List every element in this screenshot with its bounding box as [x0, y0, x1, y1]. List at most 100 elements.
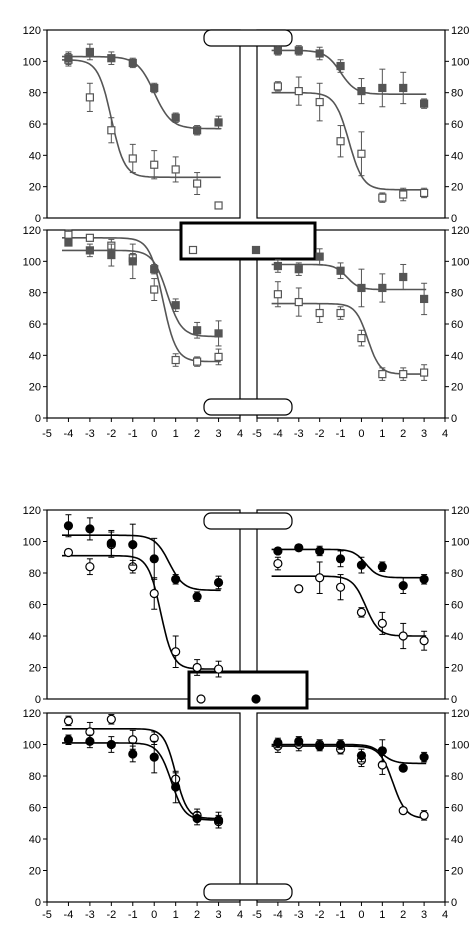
data-point-day2: [294, 297, 303, 307]
data-point-day11: [336, 61, 345, 71]
data-point-day2: [336, 137, 345, 146]
y-tick-label-left: 100: [23, 537, 41, 549]
y-tick-label-right: 20: [451, 663, 463, 675]
y-tick-label-left: 100: [23, 256, 41, 268]
data-point-day2: [399, 190, 408, 199]
y-tick-label-right: 60: [451, 319, 463, 331]
x-tick-label: 3: [215, 909, 221, 921]
data-point-day2: [273, 290, 282, 299]
fit-curve-day2: [62, 554, 221, 670]
x-tick-label: -3: [85, 909, 95, 921]
data-point-day2: [294, 584, 304, 594]
data-point-day2: [171, 355, 180, 365]
x-tick-label: -3: [85, 428, 95, 440]
data-point-day2: [294, 86, 303, 96]
data-point-day11: [315, 546, 325, 556]
x-tick-label: -2: [106, 909, 116, 921]
data-point-day11: [294, 46, 303, 55]
y-tick-label-left: 100: [23, 56, 41, 68]
data-point-day2: [171, 647, 181, 657]
x-tick-label: -1: [336, 428, 346, 440]
x-tick-label: 2: [194, 428, 200, 440]
data-point-day2: [213, 664, 224, 674]
data-point-day11: [193, 326, 202, 335]
data-point-day11: [294, 265, 303, 274]
y-tick-label-right: 120: [451, 708, 469, 720]
x-tick-label: 2: [194, 909, 200, 921]
x-tick-label: 3: [215, 428, 221, 440]
y-tick-label-left: 60: [29, 319, 41, 331]
data-point-day11: [192, 813, 202, 824]
fit-curve-day11: [62, 742, 221, 821]
y-tick-label-left: 120: [23, 708, 41, 720]
y-tick-label-right: 120: [451, 505, 469, 517]
data-point-day11: [377, 562, 387, 572]
data-point-day2: [378, 193, 387, 202]
x-tick-label: -1: [336, 909, 346, 921]
panel-biomass-induced-model: [271, 248, 429, 381]
data-point-day2: [419, 636, 429, 646]
data-point-day2: [192, 662, 202, 673]
y-tick-label-left: 20: [29, 663, 41, 675]
data-point-day2: [85, 233, 94, 242]
y-tick-label-left: 80: [29, 88, 41, 100]
data-point-day11: [419, 752, 429, 762]
data-point-day2: [377, 618, 387, 629]
y-tick-label-right: 100: [451, 56, 469, 68]
y-tick-label-right: 80: [451, 568, 463, 580]
x-tick-label: -5: [252, 428, 262, 440]
data-point-day11: [398, 763, 408, 773]
data-point-day11: [85, 246, 94, 255]
data-point-day11: [294, 543, 304, 553]
x-tick-label: 0: [151, 909, 157, 921]
x-tick-label: 0: [358, 909, 364, 921]
x-tick-label: 0: [358, 428, 364, 440]
data-point-day11: [357, 86, 366, 96]
data-point-day11: [149, 554, 159, 564]
y-tick-label-left: 20: [29, 382, 41, 394]
strain-box: [179, 221, 317, 261]
legend-marker-day2: [196, 694, 206, 704]
x-tick-label: 1: [379, 909, 385, 921]
fit-curve-day2: [271, 302, 427, 375]
y-tick-label-right: 0: [451, 213, 457, 225]
fit-curve-day11: [271, 743, 427, 765]
data-point-day2: [315, 573, 325, 583]
y-tick-label-left: 40: [29, 834, 41, 846]
data-point-day11: [85, 47, 94, 57]
y-tick-label-right: 40: [451, 150, 463, 162]
panel-biomass-induced-model: [271, 736, 429, 821]
y-tick-label-left: 100: [23, 740, 41, 752]
data-point-day11: [171, 574, 181, 584]
data-point-day2: [273, 558, 283, 569]
data-point-day11: [128, 749, 138, 759]
y-tick-label-left: 40: [29, 631, 41, 643]
data-point-day11: [420, 294, 429, 304]
data-point-day2: [419, 810, 429, 820]
data-point-day11: [377, 746, 387, 756]
data-point-day11: [336, 266, 345, 275]
x-tick-label: -4: [64, 428, 74, 440]
x-tick-label: -4: [273, 428, 283, 440]
data-point-day2: [85, 93, 94, 102]
data-point-day11: [171, 113, 180, 122]
data-point-day11: [63, 735, 74, 745]
data-point-day11: [107, 54, 116, 63]
data-point-day2: [357, 149, 366, 158]
data-point-day11: [335, 739, 346, 750]
data-point-day11: [356, 750, 367, 761]
data-point-day11: [399, 83, 408, 93]
data-point-day2: [149, 588, 159, 599]
data-point-day2: [399, 370, 408, 379]
y-tick-label-right: 20: [451, 382, 463, 394]
y-tick-label-right: 80: [451, 88, 463, 100]
data-point-day2: [214, 201, 223, 210]
x-tick-label: 1: [173, 428, 179, 440]
y-tick-label-left: 120: [23, 225, 41, 237]
y-tick-label-left: 80: [29, 288, 41, 300]
data-point-day11: [378, 283, 387, 293]
panel-viability-induced-model: [62, 229, 223, 367]
x-tick-label: -3: [294, 428, 304, 440]
